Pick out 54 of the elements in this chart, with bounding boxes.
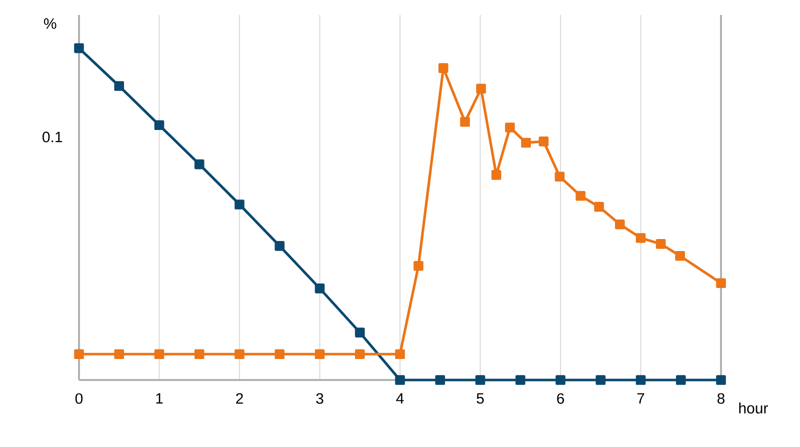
x-tick-label: 7 xyxy=(637,393,644,404)
point xyxy=(194,159,204,170)
point xyxy=(491,170,502,180)
x-axis-title: hour xyxy=(739,402,768,414)
point xyxy=(74,349,84,360)
point xyxy=(435,375,446,385)
point xyxy=(74,43,84,54)
point xyxy=(395,375,405,385)
point xyxy=(354,349,365,360)
point xyxy=(114,81,124,91)
point xyxy=(596,375,606,385)
point xyxy=(556,375,566,385)
x-tick-label: 1 xyxy=(156,393,163,404)
point xyxy=(636,233,646,243)
point xyxy=(716,278,726,288)
point xyxy=(395,349,405,360)
point xyxy=(636,375,646,385)
point xyxy=(675,251,685,261)
point xyxy=(414,260,424,271)
point xyxy=(314,349,325,360)
point xyxy=(656,239,666,249)
point xyxy=(114,349,124,360)
point xyxy=(505,122,515,132)
point xyxy=(476,84,486,94)
x-tick-label: 4 xyxy=(396,393,404,404)
point xyxy=(716,375,726,385)
point xyxy=(460,116,470,127)
point xyxy=(538,136,549,146)
point xyxy=(676,375,686,385)
point xyxy=(154,120,164,130)
point xyxy=(576,190,586,201)
point xyxy=(234,349,244,360)
x-tick-label: 2 xyxy=(236,393,243,404)
point xyxy=(515,375,526,385)
point xyxy=(554,172,565,182)
x-tick-label: 3 xyxy=(316,393,324,404)
point xyxy=(438,63,448,73)
point xyxy=(314,284,325,294)
x-tick-label: 0 xyxy=(75,393,83,404)
point xyxy=(354,328,365,338)
x-tick-label: 6 xyxy=(557,393,564,404)
point xyxy=(154,349,164,360)
x-tick-label: 8 xyxy=(717,393,725,404)
point xyxy=(234,200,244,210)
point xyxy=(521,138,531,148)
point xyxy=(274,349,285,360)
x-tick-label: 5 xyxy=(476,393,484,404)
point xyxy=(274,241,285,251)
point xyxy=(475,375,486,385)
text: 0.1 xyxy=(42,132,62,142)
point xyxy=(194,349,204,360)
y-axis-title: % xyxy=(44,18,56,29)
point xyxy=(614,219,625,230)
point xyxy=(594,202,604,212)
